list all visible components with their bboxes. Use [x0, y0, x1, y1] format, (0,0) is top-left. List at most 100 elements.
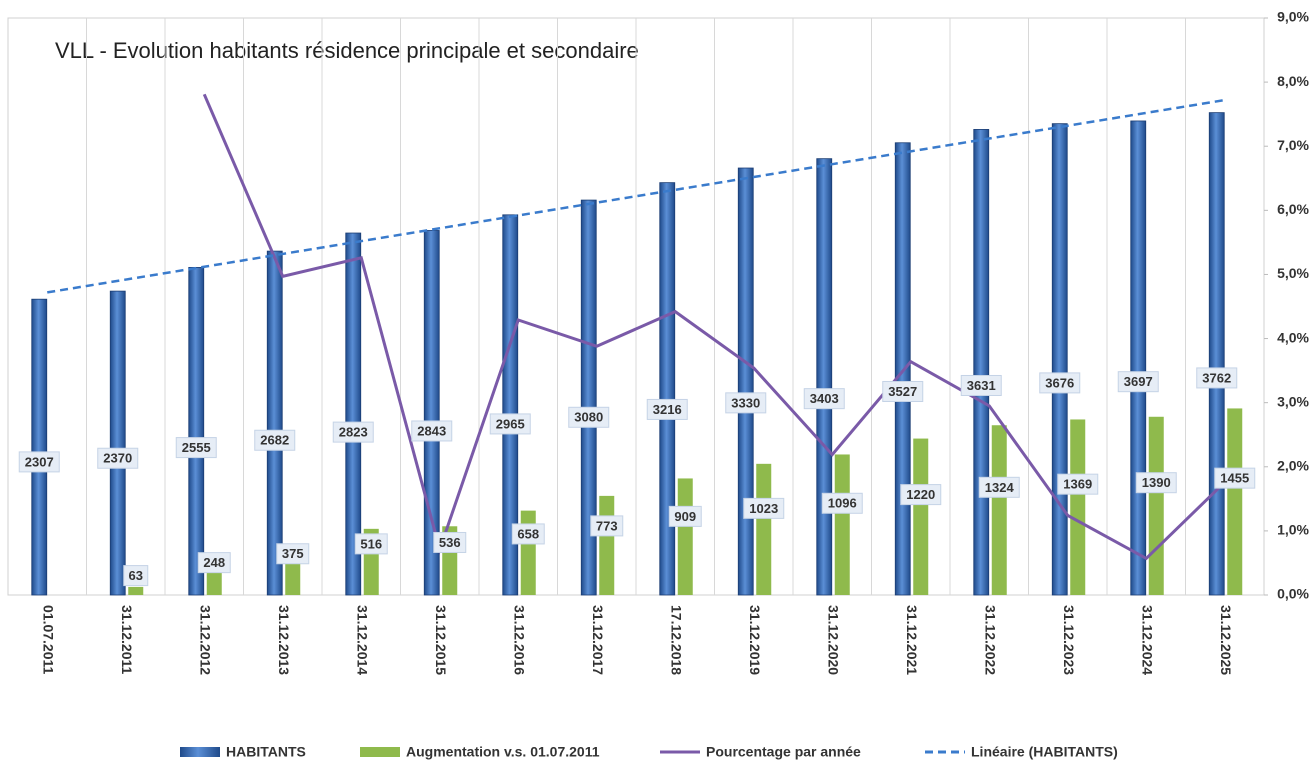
data-label: 1455 [1220, 471, 1249, 486]
legend-swatch [360, 747, 400, 757]
data-label: 2843 [417, 423, 446, 438]
x-tick-label: 31.12.2011 [119, 605, 135, 675]
bar [1070, 419, 1086, 595]
y2-tick-label: 1,0% [1277, 522, 1309, 538]
bar [188, 266, 205, 596]
bar [31, 298, 48, 596]
data-label: 536 [439, 535, 461, 550]
data-label-box [646, 398, 688, 420]
chart-title: VLL - Evolution habitants résidence prin… [55, 38, 639, 63]
y2-tick-label: 7,0% [1277, 137, 1309, 153]
data-label-box [276, 543, 310, 565]
data-label-box [332, 421, 374, 443]
bar [973, 129, 990, 596]
y2-tick-label: 0,0% [1277, 586, 1309, 602]
data-label: 2555 [182, 440, 211, 455]
data-label-box [354, 533, 388, 555]
data-label: 3631 [967, 378, 996, 393]
data-label: 1023 [749, 501, 778, 516]
data-label: 2823 [339, 425, 368, 440]
x-tick-label: 31.12.2017 [590, 605, 606, 675]
y2-tick-label: 2,0% [1277, 457, 1309, 473]
data-label: 1096 [828, 496, 857, 511]
data-label-box [197, 552, 231, 574]
bar [266, 250, 283, 596]
x-tick-label: 31.12.2020 [826, 605, 842, 675]
bar [1208, 112, 1225, 596]
x-tick-label: 31.12.2024 [1140, 605, 1156, 675]
data-label-box [1135, 472, 1177, 494]
x-tick-label: 31.12.2022 [983, 605, 999, 675]
data-label: 1390 [1142, 475, 1171, 490]
legend-swatch [180, 747, 220, 757]
x-tick-label: 31.12.2012 [198, 605, 214, 675]
data-label: 3676 [1045, 375, 1074, 390]
x-tick-label: 31.12.2025 [1218, 605, 1234, 675]
data-label: 3697 [1124, 374, 1153, 389]
x-tick-label: 31.12.2013 [276, 605, 292, 675]
bar [345, 232, 362, 596]
bar [834, 454, 850, 595]
y2-tick-label: 4,0% [1277, 329, 1309, 345]
legend-label: Linéaire (HABITANTS) [971, 744, 1118, 760]
data-label-box [668, 505, 702, 527]
bar [1227, 408, 1243, 595]
data-label-box [511, 523, 545, 545]
data-label: 1369 [1063, 477, 1092, 492]
bar [737, 167, 754, 596]
y2-tick-label: 8,0% [1277, 73, 1309, 89]
bar [1051, 123, 1068, 596]
x-tick-label: 31.12.2014 [355, 605, 371, 675]
y2-tick-label: 5,0% [1277, 265, 1309, 281]
bar [128, 586, 144, 595]
data-label-box [590, 515, 624, 537]
data-label-box [1039, 372, 1081, 394]
x-tick-label: 31.12.2019 [747, 605, 763, 675]
bar [913, 438, 929, 595]
data-label-box [433, 531, 467, 553]
data-label: 2682 [260, 433, 289, 448]
data-label: 248 [203, 555, 225, 570]
bar [991, 425, 1007, 595]
data-label-box [803, 388, 845, 410]
data-label-box [978, 476, 1020, 498]
data-label-box [821, 492, 863, 514]
bar [520, 510, 536, 595]
x-tick-label: 31.12.2021 [904, 605, 920, 675]
y2-tick-label: 3,0% [1277, 393, 1309, 409]
data-label-box [1117, 371, 1159, 393]
bar [580, 199, 597, 596]
line [202, 93, 1226, 561]
data-label: 658 [517, 526, 539, 541]
bar [599, 495, 615, 595]
bar [756, 463, 772, 595]
bar [816, 158, 833, 596]
data-label-box [743, 497, 785, 519]
data-label: 1324 [985, 480, 1015, 495]
data-label-box [900, 484, 942, 506]
data-label-box [1214, 467, 1256, 489]
bar [1130, 120, 1147, 596]
data-label: 2307 [25, 454, 54, 469]
x-tick-label: 01.07.2011 [41, 605, 57, 675]
legend-label: Augmentation v.s. 01.07.2011 [406, 744, 600, 760]
x-tick-label: 17.12.2018 [669, 605, 685, 675]
data-label: 773 [596, 518, 618, 533]
legend-label: HABITANTS [226, 744, 306, 760]
data-label-box [960, 374, 1002, 396]
legend-label: Pourcentage par année [706, 744, 861, 760]
x-tick-label: 31.12.2015 [433, 605, 449, 675]
data-label: 375 [282, 546, 304, 561]
bar [659, 182, 676, 596]
data-label-box [175, 437, 217, 459]
data-label-box [97, 447, 139, 469]
x-tick-label: 31.12.2016 [512, 605, 528, 675]
bar [502, 214, 519, 596]
data-label: 3080 [574, 410, 603, 425]
data-label: 3216 [653, 402, 682, 417]
data-label-box [1057, 473, 1099, 495]
data-label: 3403 [810, 391, 839, 406]
data-label-box [411, 420, 453, 442]
data-label: 1220 [906, 487, 935, 502]
